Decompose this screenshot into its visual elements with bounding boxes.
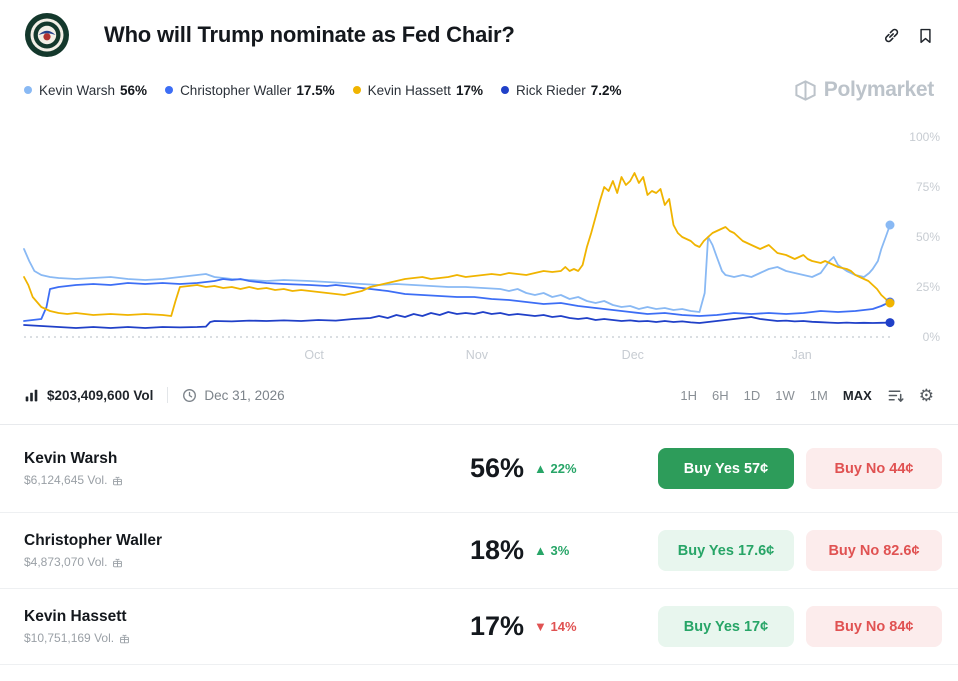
- buy-no-button[interactable]: Buy No 82.6¢: [806, 530, 942, 571]
- buy-no-button[interactable]: Buy No 84¢: [806, 606, 942, 647]
- buy-yes-button[interactable]: Buy Yes 17.6¢: [658, 530, 794, 571]
- price-chart[interactable]: 100% 75% 50% 25% 0%: [0, 130, 958, 344]
- change-indicator: ▲ 3%: [534, 543, 570, 558]
- page-title: Who will Trump nominate as Fed Chair?: [104, 22, 515, 47]
- buy-no-button[interactable]: Buy No 44¢: [806, 448, 942, 489]
- header: Who will Trump nominate as Fed Chair?: [0, 0, 958, 58]
- y-axis-tick: 0%: [922, 330, 940, 344]
- buy-yes-button[interactable]: Buy Yes 17¢: [658, 606, 794, 647]
- timeframe-1m[interactable]: 1M: [809, 387, 828, 403]
- legend-value: 7.2%: [590, 82, 622, 98]
- chart-canvas[interactable]: [23, 134, 895, 340]
- volume-icon: [25, 389, 38, 401]
- timeframe-6h[interactable]: 6H: [712, 387, 729, 403]
- polymarket-logo-icon: [795, 79, 816, 101]
- change-indicator: ▼ 14%: [534, 619, 577, 634]
- outcome-probability: 17%: [469, 611, 524, 641]
- x-axis: Oct Nov Dec Jan: [24, 348, 890, 368]
- legend-dot-kevin-hassett: [352, 86, 361, 94]
- outcome-row-christopher-waller: Christopher Waller $4,873,070 Vol. 18% ▲…: [0, 513, 958, 589]
- share-link-icon[interactable]: [882, 26, 901, 45]
- legend-label: Rick Rieder: [515, 82, 586, 98]
- polymarket-wordmark: Polymarket: [823, 78, 935, 101]
- x-axis-tick: Dec: [621, 348, 644, 362]
- legend-item-rick-rieder[interactable]: Rick Rieder 7.2%: [500, 82, 622, 98]
- x-axis-tick: Jan: [791, 348, 812, 362]
- chart-legend: Kevin Warsh 56% Christopher Waller 17.5%…: [0, 78, 958, 102]
- outcome-name[interactable]: Kevin Warsh: [24, 450, 118, 467]
- outcome-name[interactable]: Christopher Waller: [24, 532, 163, 549]
- change-indicator: ▲ 22%: [534, 461, 577, 476]
- outcome-volume: $4,873,070 Vol.: [24, 555, 108, 569]
- timeframe-max[interactable]: MAX: [842, 387, 872, 403]
- legend-value: 17.5%: [296, 82, 335, 98]
- total-volume: $203,409,600 Vol: [47, 387, 154, 403]
- polymarket-watermark: Polymarket: [794, 78, 934, 102]
- gift-icon[interactable]: [112, 557, 123, 568]
- timeframe-1d[interactable]: 1D: [743, 387, 761, 403]
- outcome-probability: 56%: [469, 453, 524, 483]
- gift-icon[interactable]: [119, 633, 130, 644]
- legend-item-christopher-waller[interactable]: Christopher Waller 17.5%: [165, 83, 335, 98]
- y-axis-tick: 75%: [915, 180, 940, 194]
- buy-yes-button[interactable]: Buy Yes 57¢: [658, 448, 794, 489]
- y-axis-tick: 100%: [909, 130, 940, 144]
- x-axis-tick: Oct: [304, 348, 324, 362]
- bookmark-icon[interactable]: [917, 26, 934, 45]
- outcome-name[interactable]: Kevin Hassett: [24, 608, 127, 625]
- timeframe-1w[interactable]: 1W: [775, 387, 795, 403]
- outcome-row-kevin-hassett: Kevin Hassett $10,751,169 Vol. 17% ▼ 14%…: [0, 589, 958, 665]
- y-axis-tick: 25%: [915, 280, 940, 294]
- outcome-probability: 18%: [469, 535, 524, 565]
- timeframe-1h[interactable]: 1H: [680, 387, 698, 403]
- outcome-volume: $6,124,645 Vol.: [24, 473, 108, 487]
- timeframe-controls: 1H 6H 1D 1W 1M MAX ⚙: [680, 387, 934, 404]
- legend-value: 56%: [120, 82, 148, 98]
- stats-bar: $203,409,600 Vol Dec 31, 2026 1H 6H 1D 1…: [0, 380, 958, 410]
- clock-icon: [183, 388, 197, 402]
- section-divider: [0, 424, 958, 425]
- legend-dot-kevin-warsh: [24, 86, 32, 94]
- legend-dot-rick-rieder: [500, 86, 509, 94]
- legend-label: Kevin Warsh: [39, 82, 116, 98]
- fed-seal-icon: [25, 13, 69, 57]
- y-axis-tick: 50%: [915, 230, 940, 244]
- outcome-row-kevin-warsh: Kevin Warsh $6,124,645 Vol. 56% ▲ 22% Bu…: [0, 425, 958, 513]
- resolution-date: Dec 31, 2026: [204, 387, 285, 403]
- legend-item-kevin-hassett[interactable]: Kevin Hassett 17%: [352, 82, 483, 98]
- outcome-volume: $10,751,169 Vol.: [24, 631, 115, 645]
- legend-label: Kevin Hassett: [367, 82, 451, 98]
- legend-item-kevin-warsh[interactable]: Kevin Warsh 56%: [24, 83, 147, 98]
- sort-icon[interactable]: [887, 387, 904, 404]
- legend-label: Christopher Waller: [180, 82, 292, 98]
- settings-gear-icon[interactable]: ⚙: [918, 385, 934, 405]
- separator: [167, 387, 169, 403]
- x-axis-tick: Nov: [465, 348, 489, 362]
- legend-value: 17%: [455, 82, 483, 98]
- legend-dot-christopher-waller: [165, 86, 174, 94]
- gift-icon[interactable]: [112, 475, 123, 486]
